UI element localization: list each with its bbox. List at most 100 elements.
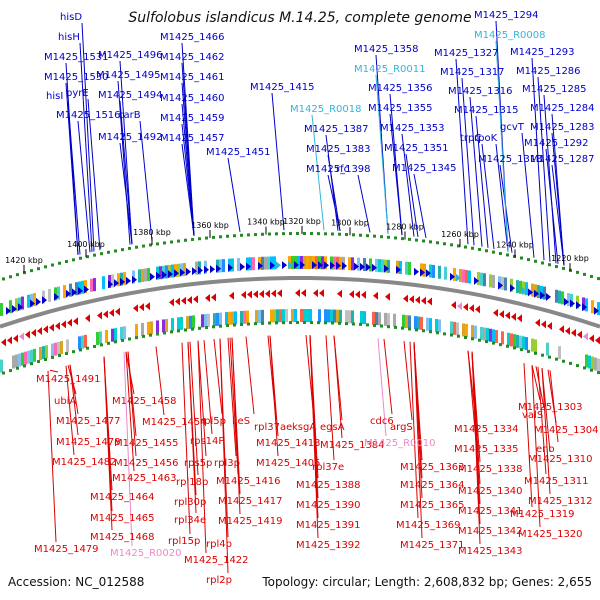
guide-dot xyxy=(93,344,96,348)
gene-label: M1425_1304 xyxy=(534,425,599,436)
gene-label: M1425_1461 xyxy=(160,72,225,83)
reverse-gene-arrow xyxy=(373,291,378,300)
reverse-gene-arrow xyxy=(31,328,36,337)
cog-block xyxy=(519,335,522,349)
cog-block xyxy=(21,296,24,310)
cog-block xyxy=(378,259,381,273)
cog-block xyxy=(444,266,447,280)
guide-dot xyxy=(254,322,257,326)
cog-block xyxy=(21,352,24,366)
label-leader-line xyxy=(213,339,223,415)
gene-label: carB xyxy=(118,110,141,121)
cog-block xyxy=(483,327,486,341)
guide-dot xyxy=(331,232,334,236)
cog-block xyxy=(219,259,222,273)
cog-block xyxy=(123,326,126,340)
guide-dot xyxy=(72,350,75,354)
cog-block xyxy=(510,333,513,347)
forward-gene-arrow xyxy=(186,267,191,276)
cog-block xyxy=(171,318,174,332)
gene-label: M1425_R0011 xyxy=(354,64,425,75)
guide-dot xyxy=(149,243,152,247)
gene-label: M1425_1384 xyxy=(320,440,385,451)
cog-block xyxy=(471,325,474,339)
cog-block xyxy=(195,261,198,275)
cog-block xyxy=(276,309,279,323)
guide-dot xyxy=(226,324,229,328)
guide-dot xyxy=(548,355,551,359)
guide-dot xyxy=(219,324,222,328)
guide-dot xyxy=(205,326,208,329)
cog-block xyxy=(54,287,57,301)
label-leader-line xyxy=(181,143,195,236)
cog-block xyxy=(147,268,150,282)
guide-dot xyxy=(163,241,166,245)
cog-block xyxy=(423,263,426,277)
label-leader-line xyxy=(461,77,475,246)
reverse-gene-arrow xyxy=(565,327,570,336)
guide-dot xyxy=(268,232,271,236)
cog-block xyxy=(111,274,114,288)
guide-dot xyxy=(170,240,173,244)
label-leader-line xyxy=(377,338,387,437)
reverse-gene-arrow xyxy=(211,293,216,302)
reverse-gene-arrow xyxy=(589,334,594,343)
gene-label: M1425_1353 xyxy=(380,123,445,134)
guide-dot xyxy=(352,233,355,237)
cog-block xyxy=(57,341,60,355)
gene-label: M1425_1343 xyxy=(458,546,523,557)
guide-dot xyxy=(135,245,138,249)
gene-label: M1425_1345 xyxy=(392,163,457,174)
forward-gene-arrow xyxy=(78,286,83,295)
reverse-gene-arrow xyxy=(7,336,12,345)
cog-block xyxy=(207,313,210,327)
guide-dot xyxy=(478,247,481,251)
guide-dot xyxy=(86,255,89,259)
label-leader-line xyxy=(401,133,415,237)
gene-label: M1425_1387 xyxy=(304,124,369,135)
cog-block xyxy=(177,317,180,331)
scale-tick-label: 1280 kbp xyxy=(386,223,424,232)
label-leader-line xyxy=(383,338,393,415)
cog-block xyxy=(84,334,87,348)
forward-gene-arrow xyxy=(528,288,533,297)
label-leader-line xyxy=(139,120,153,242)
gene-label: ksgA xyxy=(292,422,316,433)
guide-dot xyxy=(226,234,229,238)
guide-dot xyxy=(156,242,159,246)
cog-block xyxy=(183,263,186,277)
guide-dot xyxy=(2,371,5,375)
cog-block xyxy=(594,357,597,371)
cog-block xyxy=(141,268,144,282)
gene-label: ubiA xyxy=(54,396,76,407)
guide-dot xyxy=(100,252,103,256)
cog-block xyxy=(405,261,408,275)
forward-gene-arrow xyxy=(312,261,317,270)
forward-gene-arrow xyxy=(522,286,527,295)
guide-dot xyxy=(359,322,362,326)
forward-gene-arrow xyxy=(12,304,17,313)
label-leader-line xyxy=(117,80,131,245)
label-leader-line xyxy=(227,337,237,457)
cog-block xyxy=(33,348,36,362)
label-leader-line xyxy=(531,365,541,401)
genome-rings xyxy=(0,232,600,375)
label-leader-line xyxy=(219,338,229,574)
cog-block xyxy=(291,309,294,323)
label-leader-line xyxy=(77,120,91,253)
guide-dot xyxy=(457,244,460,248)
cog-block xyxy=(453,268,456,282)
reverse-gene-arrow xyxy=(421,296,426,305)
reverse-gene-arrow xyxy=(133,304,138,313)
cog-block xyxy=(306,256,309,270)
reverse-gene-arrow xyxy=(595,336,600,345)
forward-gene-arrow xyxy=(546,292,551,301)
guide-dot xyxy=(338,321,341,325)
cog-block xyxy=(489,328,492,342)
reverse-gene-arrow xyxy=(451,301,456,310)
guide-dot xyxy=(450,333,453,337)
accession-text: Accession: NC_012588 xyxy=(8,575,144,589)
gene-label: M1425_1364 xyxy=(400,480,465,491)
guide-dot xyxy=(394,236,397,240)
label-leader-line xyxy=(227,157,241,232)
